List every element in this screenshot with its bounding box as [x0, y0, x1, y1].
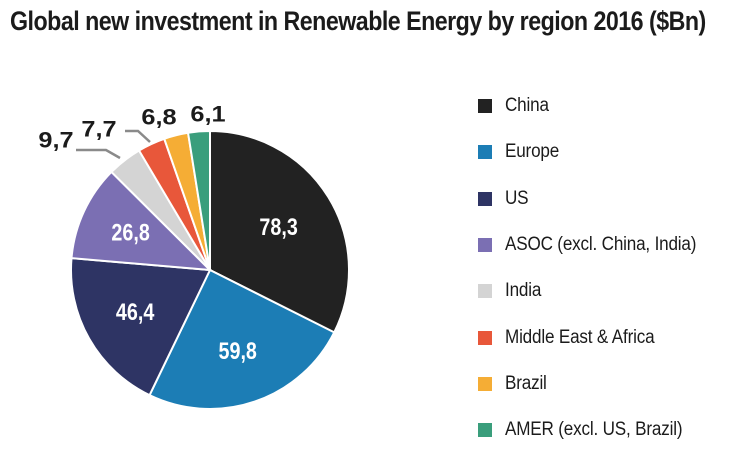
- legend-item-8: AMER (excl. US, Brazil): [478, 407, 718, 453]
- legend-swatch-6: [478, 330, 492, 345]
- pie-slice-4: [70, 170, 213, 272]
- legend-swatch-4: [478, 238, 492, 253]
- data-label-6: 7,7: [81, 117, 116, 142]
- legend-item-2: Europe: [478, 129, 718, 175]
- data-label-4: 26,8: [111, 220, 149, 247]
- legend-item-1: China: [478, 83, 718, 129]
- pie-slice-3: [70, 257, 212, 397]
- pie-slice-1: [209, 129, 350, 334]
- legend-label-8: AMER (excl. US, Brazil): [505, 419, 683, 441]
- chart-title: Global new investment in Renewable Energ…: [10, 6, 706, 36]
- data-label-1: 78,3: [259, 214, 297, 241]
- legend-label-4: ASOC (excl. China, India): [505, 234, 697, 256]
- pie-slice-8: [186, 129, 211, 271]
- data-label-5: 9,7: [38, 128, 73, 153]
- legend-swatch-3: [478, 191, 492, 206]
- legend-item-4: ASOC (excl. China, India): [478, 222, 718, 268]
- legend-label-5: India: [505, 280, 542, 302]
- legend-item-5: India: [478, 268, 718, 314]
- legend-swatch-1: [478, 99, 492, 114]
- legend-swatch-8: [478, 423, 492, 438]
- legend-swatch-2: [478, 145, 492, 160]
- legend-label-7: Brazil: [505, 372, 547, 394]
- data-label-8: 6,1: [190, 102, 225, 127]
- pie-slice-2: [148, 268, 336, 410]
- leader-line-6: [125, 129, 151, 143]
- legend-item-6: Middle East & Africa: [478, 314, 718, 360]
- legend-label-1: China: [505, 95, 549, 117]
- legend: China Europe US ASOC (excl. China, India) In…: [478, 83, 718, 453]
- data-label-2: 59,8: [219, 338, 257, 365]
- legend-label-3: US: [505, 187, 529, 209]
- legend-swatch-5: [478, 284, 492, 299]
- pie-chart: 78,3 59,8 46,4 26,8 9,7 7,7 6,8 6,1: [38, 102, 350, 410]
- leader-line-5: [76, 148, 121, 160]
- legend-swatch-7: [478, 376, 492, 391]
- legend-label-2: Europe: [505, 141, 560, 163]
- legend-item-7: Brazil: [478, 361, 718, 407]
- legend-item-3: US: [478, 176, 718, 222]
- data-label-7: 6,8: [141, 105, 176, 130]
- data-label-3: 46,4: [116, 299, 155, 326]
- legend-label-6: Middle East & Africa: [505, 326, 655, 348]
